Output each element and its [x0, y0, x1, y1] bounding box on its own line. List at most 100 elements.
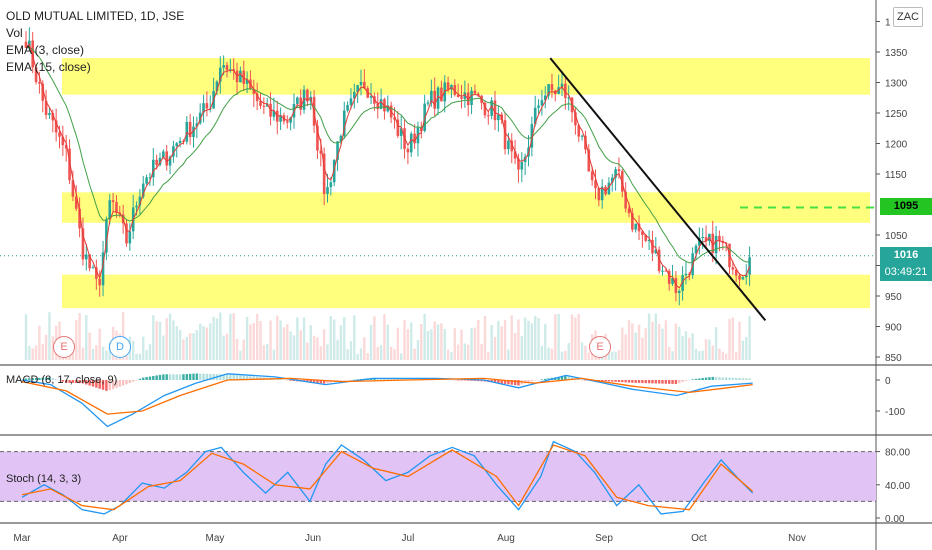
earnings-event-icon[interactable]: E	[53, 336, 75, 358]
macd-histogram-bar	[557, 376, 560, 380]
scale-currency-button[interactable]: ZAC	[893, 7, 923, 27]
candle-body	[336, 141, 339, 160]
candle-body	[550, 84, 554, 91]
volume-bar	[684, 331, 688, 360]
legend-volume[interactable]: Vol	[6, 26, 23, 40]
volume-bar	[353, 315, 356, 360]
macd-histogram-bar	[386, 378, 389, 380]
volume-bar	[389, 346, 393, 360]
volume-bar	[554, 314, 557, 360]
macd-histogram-bar	[289, 380, 292, 381]
macd-histogram-bar	[34, 378, 38, 380]
macd-histogram-bar	[115, 380, 118, 388]
volume-bar	[138, 353, 142, 360]
volume-bar	[343, 317, 346, 360]
volume-bar	[239, 350, 242, 360]
stoch-label[interactable]: Stoch (14, 3, 3)	[6, 473, 82, 485]
volume-bar	[349, 341, 353, 360]
candle-body	[44, 100, 48, 115]
macd-histogram-bar	[738, 378, 741, 380]
volume-bar	[168, 313, 172, 360]
volume-bar	[31, 348, 34, 360]
volume-bar	[242, 339, 245, 360]
candle-body	[255, 93, 259, 102]
macd-histogram-bar	[75, 380, 78, 383]
candle-body	[353, 92, 356, 99]
symbol-title[interactable]: OLD MUTUAL LIMITED, 1D, JSE	[6, 9, 185, 23]
macd-histogram-bar	[91, 380, 95, 387]
volume-bar	[657, 324, 661, 360]
volume-bar	[202, 326, 205, 360]
macd-histogram-bar	[245, 375, 249, 380]
macd-histogram-bar	[641, 380, 644, 384]
candle-body	[560, 83, 564, 88]
candle-body	[406, 148, 410, 153]
volume-bar	[446, 349, 450, 360]
volume-bar	[296, 317, 299, 360]
macd-histogram-bar	[319, 380, 322, 384]
volume-bar	[383, 314, 386, 360]
volume-bar	[550, 348, 554, 360]
earnings-event-icon-2[interactable]: E	[589, 336, 611, 358]
volume-bar	[326, 344, 329, 360]
volume-bar	[436, 324, 440, 360]
volume-bar	[235, 338, 239, 360]
volume-bar	[443, 328, 446, 360]
price-tick-label: 1350	[885, 48, 908, 59]
legend-ema-slow[interactable]: EMA (15, close)	[6, 60, 91, 74]
volume-bar	[162, 335, 165, 360]
candle-body	[319, 150, 323, 154]
macd-label[interactable]: MACD (8, 17, close, 9)	[6, 374, 118, 386]
macd-histogram-bar	[51, 378, 54, 380]
volume-bar	[91, 348, 95, 360]
candle-body	[115, 202, 118, 213]
volume-bar	[212, 316, 215, 360]
macd-histogram-bar	[232, 374, 235, 380]
volume-bar	[165, 318, 168, 360]
candle-body	[145, 177, 148, 184]
volume-bar	[714, 327, 718, 360]
stoch-k-line	[21, 440, 754, 515]
candle-body	[108, 200, 112, 220]
volume-bar	[175, 326, 178, 360]
legend-ema-fast[interactable]: EMA (3, close)	[6, 43, 85, 57]
macd-histogram-bar	[691, 379, 694, 380]
candle-body	[537, 105, 540, 108]
candle-body	[503, 120, 507, 150]
macd-histogram-bar	[644, 380, 647, 384]
candle-body	[584, 135, 587, 150]
price-tick-label: 1200	[885, 140, 908, 151]
volume-bar	[262, 345, 266, 360]
macd-histogram-bar	[560, 376, 564, 380]
volume-bar	[316, 337, 319, 360]
candle-body	[627, 208, 631, 214]
candle-body	[379, 99, 383, 110]
volume-bar	[329, 316, 333, 360]
candle-body	[34, 67, 38, 83]
candle-body	[631, 213, 634, 230]
macd-histogram-bar	[607, 380, 611, 382]
macd-histogram-bar	[178, 374, 182, 380]
macd-histogram-bar	[614, 380, 617, 382]
volume-bar	[232, 313, 235, 360]
candle-body	[490, 100, 493, 116]
candle-body	[641, 231, 644, 236]
macd-histogram-bar	[101, 380, 105, 390]
macd-histogram-bar	[721, 377, 724, 380]
volume-bar	[530, 323, 534, 360]
dividend-event-icon[interactable]: D	[109, 336, 131, 358]
volume-bar	[148, 344, 152, 360]
macd-histogram-bar	[456, 380, 460, 381]
volume-bar	[560, 351, 564, 360]
candle-body	[487, 115, 490, 117]
macd-histogram-bar	[195, 373, 199, 380]
volume-bar	[393, 349, 396, 360]
macd-histogram-bar	[68, 380, 71, 383]
candle-body	[329, 182, 333, 188]
macd-histogram-bar	[741, 378, 745, 380]
macd-histogram-bar	[547, 378, 550, 380]
macd-histogram-bar	[584, 380, 587, 381]
macd-histogram-bar	[255, 376, 259, 380]
volume-bar	[75, 320, 78, 360]
volume-bar	[51, 336, 54, 360]
